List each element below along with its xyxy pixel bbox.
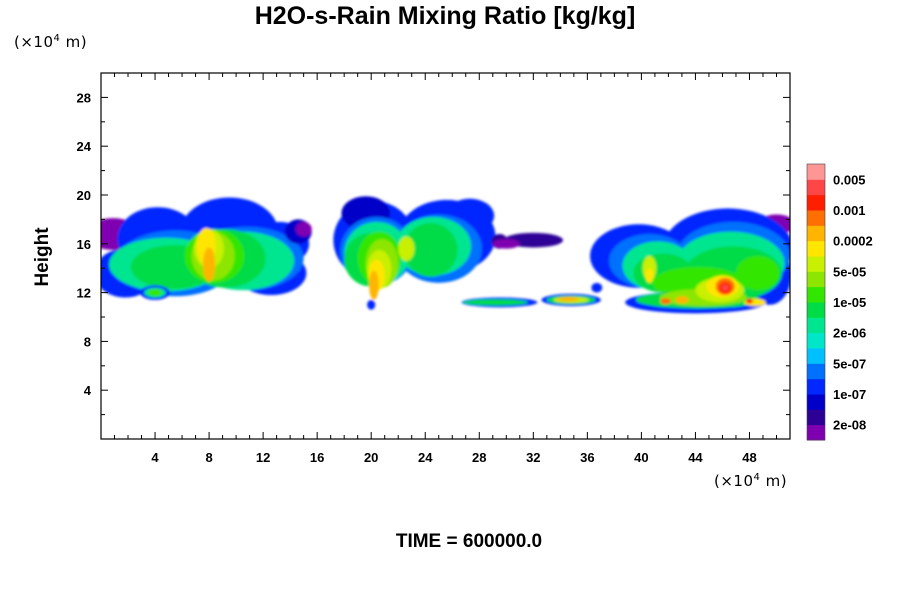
field-contour	[295, 221, 312, 237]
colorbar-swatch	[807, 348, 825, 364]
colorbar-labels: 0.005 0.001 0.0002 5e-05 1e-05 2e-06 5e-07 1e-0…	[833, 172, 873, 432]
field-contour	[645, 268, 654, 283]
field-contour	[721, 284, 729, 291]
x-tick-label: 48	[742, 450, 756, 465]
y-axis: 4 8 12 16 20 24 28	[77, 90, 790, 416]
colorbar-swatch	[807, 164, 825, 180]
time-label: TIME = 600000.0	[395, 531, 543, 552]
x-tick-label: 12	[256, 450, 270, 465]
x-tick-label: 32	[526, 450, 540, 465]
colorbar-label: 1e-07	[833, 387, 866, 402]
field-layer	[101, 196, 790, 314]
field-contour	[492, 238, 520, 249]
chart-title: H2O-s-Rain Mixing Ratio [kg/kg]	[254, 2, 636, 30]
y-tick-label: 16	[77, 237, 91, 252]
field-contour	[398, 236, 415, 261]
field-contour	[463, 299, 528, 306]
x-tick-label: 8	[205, 450, 212, 465]
colorbar-swatch	[807, 363, 825, 380]
colorbar-label: 2e-06	[833, 326, 866, 341]
colorbar-swatch	[807, 317, 825, 334]
rain-mixing-ratio-field	[101, 196, 790, 314]
field-contour	[746, 298, 753, 304]
x-tick-label: 28	[472, 450, 486, 465]
colorbar	[806, 163, 826, 441]
y-tick-label: 12	[77, 286, 91, 301]
colorbar-swatch	[807, 240, 825, 257]
x-tick-label: 40	[634, 450, 648, 465]
x-tick-label: 44	[688, 450, 703, 465]
y-tick-label: 24	[77, 139, 92, 154]
colorbar-label: 2e-08	[833, 418, 866, 433]
colorbar-swatch	[807, 179, 825, 196]
colorbar-swatch	[807, 409, 825, 426]
colorbar-frame	[806, 163, 826, 441]
colorbar-swatch	[807, 378, 825, 395]
field-contour	[403, 223, 458, 277]
x-unit-label: (×104 m)	[714, 472, 788, 490]
colorbar-label: 0.001	[833, 203, 866, 218]
colorbar-swatch	[807, 256, 825, 272]
colorbar-swatch	[807, 271, 825, 288]
y-unit-label: (×104 m)	[14, 33, 88, 51]
colorbar-label: 0.0002	[833, 234, 873, 249]
x-axis: 4 8 12 16 20 24 28 32 36 40 44 48	[114, 73, 777, 465]
field-contour	[735, 255, 780, 291]
colorbar-label: 5e-07	[833, 356, 866, 371]
x-tick-label: 20	[364, 450, 378, 465]
colorbar-swatch	[807, 210, 825, 226]
colorbar-swatch	[807, 302, 825, 318]
colorbar-swatch	[807, 194, 825, 211]
plot-frame	[100, 72, 791, 440]
field-contour	[148, 288, 162, 297]
field-contour	[675, 296, 689, 304]
y-tick-label: 4	[84, 383, 92, 398]
y-tick-label: 8	[84, 334, 91, 349]
y-tick-label: 28	[77, 90, 91, 105]
colorbar-swatch	[807, 394, 825, 410]
colorbar-swatch	[807, 332, 825, 349]
field-contour	[367, 299, 376, 310]
colorbar-swatch	[807, 286, 825, 303]
field-contour	[202, 247, 216, 282]
y-tick-label: 20	[77, 188, 91, 203]
colorbar-swatch	[807, 225, 825, 242]
x-tick-label: 24	[418, 450, 433, 465]
colorbar-swatch	[807, 424, 825, 441]
x-tick-label: 16	[310, 450, 324, 465]
colorbar-label: 0.005	[833, 172, 866, 187]
x-tick-label: 36	[580, 450, 594, 465]
field-contour	[591, 282, 603, 293]
field-contour	[557, 297, 580, 302]
colorbar-label: 1e-05	[833, 295, 866, 310]
x-tick-label: 4	[151, 450, 159, 465]
colorbar-label: 5e-05	[833, 264, 866, 279]
field-contour	[369, 270, 379, 300]
field-contour	[660, 298, 672, 305]
